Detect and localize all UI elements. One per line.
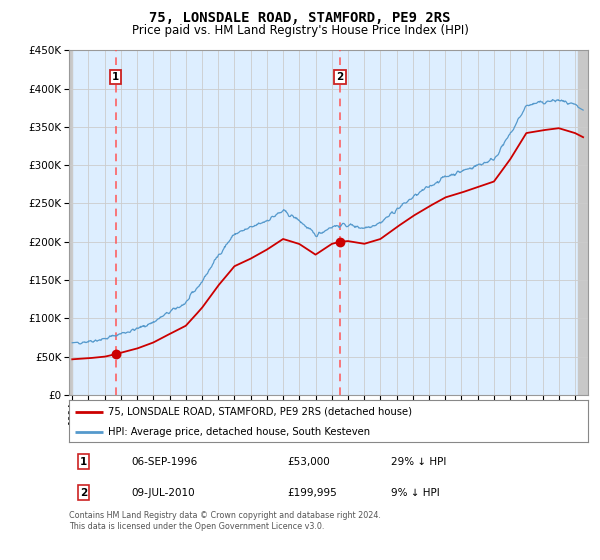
Text: £199,995: £199,995: [287, 488, 337, 497]
Text: Price paid vs. HM Land Registry's House Price Index (HPI): Price paid vs. HM Land Registry's House …: [131, 24, 469, 37]
Bar: [578, 50, 588, 395]
Bar: [578, 50, 588, 395]
Text: 2: 2: [80, 488, 87, 497]
Text: Contains HM Land Registry data © Crown copyright and database right 2024.
This d: Contains HM Land Registry data © Crown c…: [69, 511, 381, 531]
Text: 1: 1: [80, 457, 87, 466]
Text: 06-SEP-1996: 06-SEP-1996: [131, 457, 197, 466]
Text: 75, LONSDALE ROAD, STAMFORD, PE9 2RS (detached house): 75, LONSDALE ROAD, STAMFORD, PE9 2RS (de…: [108, 407, 412, 417]
Bar: [69, 50, 72, 395]
Bar: [69, 50, 72, 395]
Text: 9% ↓ HPI: 9% ↓ HPI: [391, 488, 440, 497]
Text: 09-JUL-2010: 09-JUL-2010: [131, 488, 195, 497]
Point: [111, 350, 121, 359]
Point: [335, 237, 345, 246]
Text: 29% ↓ HPI: 29% ↓ HPI: [391, 457, 446, 466]
Text: 2: 2: [337, 72, 344, 82]
Text: £53,000: £53,000: [287, 457, 330, 466]
Text: 1: 1: [112, 72, 119, 82]
Text: 75, LONSDALE ROAD, STAMFORD, PE9 2RS: 75, LONSDALE ROAD, STAMFORD, PE9 2RS: [149, 11, 451, 25]
Text: HPI: Average price, detached house, South Kesteven: HPI: Average price, detached house, Sout…: [108, 427, 370, 437]
